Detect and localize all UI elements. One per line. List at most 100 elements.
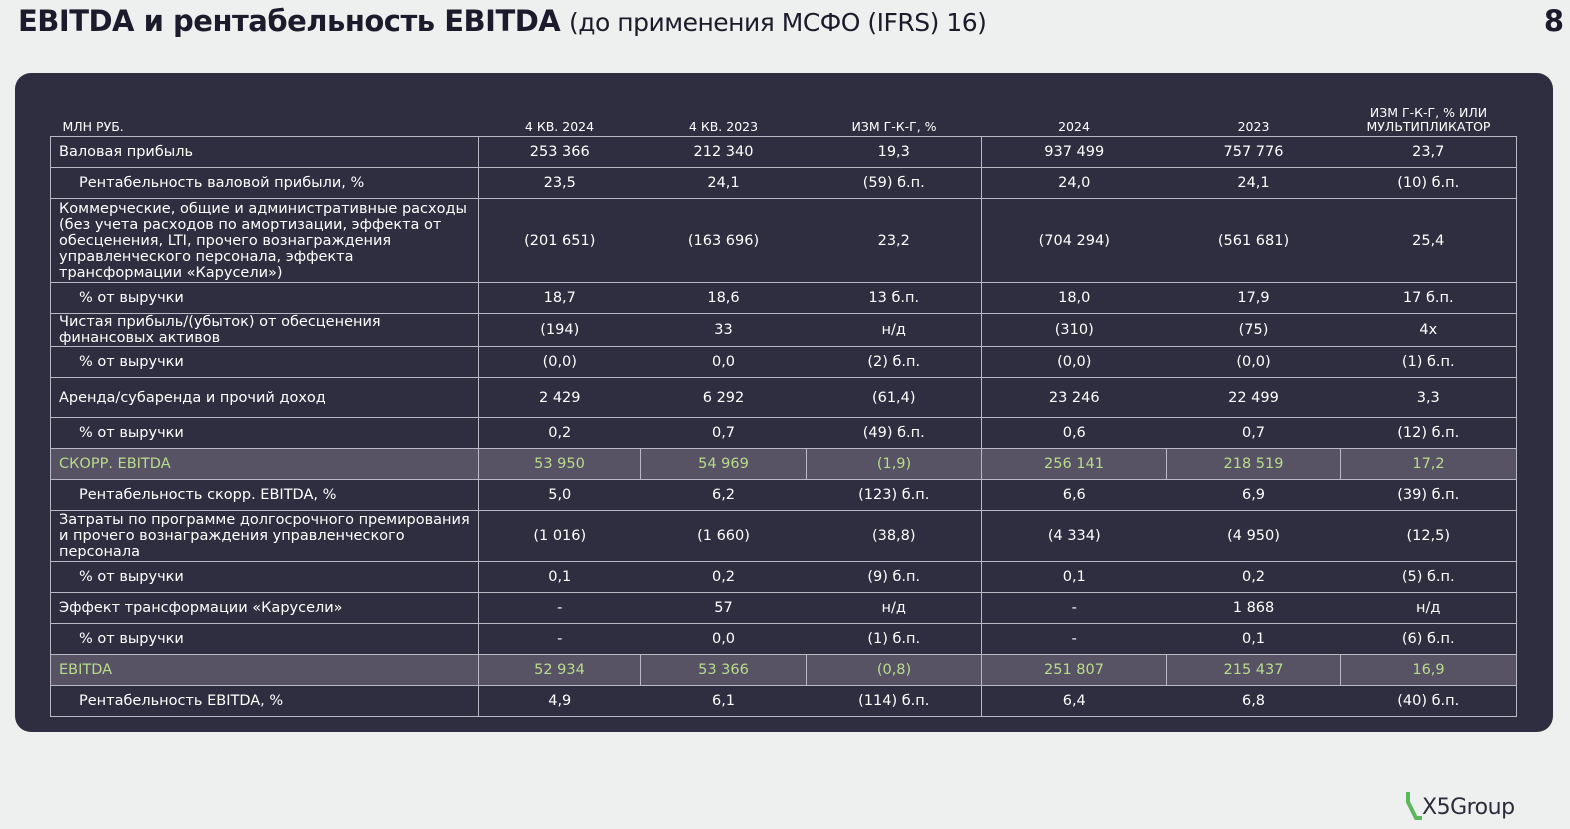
table-row: СКОРР. EBITDA 53 950 54 969 (1,9) 256 141 218… (50, 448, 1517, 480)
cell: (75) (1166, 313, 1341, 347)
cell: (39) б.п. (1340, 479, 1517, 511)
column-header: 2023 (1237, 119, 1270, 134)
cell: 0,6 (981, 417, 1167, 449)
cell: 17,2 (1340, 448, 1517, 480)
page-number: 8 (1543, 4, 1564, 38)
column-header: 2024 (1058, 119, 1090, 134)
cell: н/д (806, 592, 982, 624)
cell: 0,7 (640, 417, 807, 449)
table-row: % от выручки 0,2 0,7 (49) б.п. 0,6 0,7 (12) б.… (50, 417, 1517, 449)
cell: 23 246 (981, 377, 1167, 418)
cell: 18,7 (478, 282, 641, 314)
cell: (310) (981, 313, 1167, 347)
cell: 6,2 (640, 479, 807, 511)
cell: 0,2 (640, 561, 807, 593)
row-label: Коммерческие, общие и административные р… (50, 198, 479, 283)
cell: 23,5 (478, 167, 641, 199)
table-body: Валовая прибыль 253 366 212 340 19,3 937 499… (50, 136, 1517, 717)
row-label: Аренда/субаренда и прочий доход (50, 377, 479, 418)
cell: 0,2 (1166, 561, 1341, 593)
cell: (1) б.п. (1340, 346, 1517, 378)
cell: (1 016) (478, 510, 641, 562)
logo: X5Group (1422, 795, 1515, 820)
cell: - (981, 623, 1167, 655)
subtitle: (до применения МСФО (IFRS) 16) (568, 8, 987, 37)
cell: 0,0 (640, 623, 807, 655)
row-label: EBITDA (50, 654, 479, 686)
cell: 24,1 (640, 167, 807, 199)
cell: (1 660) (640, 510, 807, 562)
column-header: 4 КВ. 2024 (524, 119, 595, 134)
table: МЛН РУБ. 4 КВ. 2024 4 КВ. 2023 ИЗМ Г-К-Г, %… (50, 100, 1517, 717)
table-row: Коммерческие, общие и административные р… (50, 198, 1517, 283)
cell: 6,9 (1166, 479, 1341, 511)
column-header: 4 КВ. 2023 (688, 119, 759, 134)
cell: (163 696) (640, 198, 807, 283)
cell: - (478, 623, 641, 655)
table-head: МЛН РУБ. 4 КВ. 2024 4 КВ. 2023 ИЗМ Г-К-Г, %… (51, 100, 1517, 137)
cell: (6) б.п. (1340, 623, 1517, 655)
row-label: Затраты по программе долгосрочного преми… (50, 510, 479, 562)
cell: н/д (1340, 592, 1517, 624)
cell: 17 б.п. (1340, 282, 1517, 314)
logo-shape (1406, 792, 1422, 820)
cell: 0,7 (1166, 417, 1341, 449)
cell: 53 366 (640, 654, 807, 686)
cell: (5) б.п. (1340, 561, 1517, 593)
cell: 6,8 (1166, 685, 1341, 717)
table-row: Затраты по программе долгосрочного преми… (50, 510, 1517, 562)
cell: 13 б.п. (806, 282, 982, 314)
cell: (61,4) (806, 377, 982, 418)
cell: (0,0) (1166, 346, 1341, 378)
row-label: Валовая прибыль (50, 136, 479, 168)
cell: 33 (640, 313, 807, 347)
cell: 4x (1340, 313, 1517, 347)
cell: 212 340 (640, 136, 807, 168)
cell: 52 934 (478, 654, 641, 686)
cell: - (981, 592, 1167, 624)
cell: (9) б.п. (806, 561, 982, 593)
title-block: EBITDA и рентабельность EBITDA (до приме… (18, 4, 987, 38)
cell: 6,6 (981, 479, 1167, 511)
row-label: % от выручки (50, 346, 479, 378)
cell: 0,2 (478, 417, 641, 449)
row-label: % от выручки (50, 561, 479, 593)
row-label: % от выручки (50, 282, 479, 314)
row-label: % от выручки (50, 417, 479, 449)
cell: 53 950 (478, 448, 641, 480)
cell: (59) б.п. (806, 167, 982, 199)
cell: (49) б.п. (806, 417, 982, 449)
cell: 6,4 (981, 685, 1167, 717)
cell: 23,2 (806, 198, 982, 283)
cell: 3,3 (1340, 377, 1517, 418)
cell: 6,1 (640, 685, 807, 717)
cell: (201 651) (478, 198, 641, 283)
table-row: Чистая прибыль/(убыток) от обесценения ф… (50, 313, 1517, 347)
table-row: % от выручки -0,0 (1) б.п. -0,1 (6) б.п. (50, 623, 1517, 655)
cell: 5,0 (478, 479, 641, 511)
column-header: ИЗМ Г-К-Г, % ИЛИ МУЛЬТИПЛИКАТОР (1366, 105, 1491, 134)
table-row: % от выручки (0,0) 0,0 (2) б.п. (0,0) (0,0) (1… (50, 346, 1517, 378)
cell: (1,9) (806, 448, 982, 480)
row-label: СКОРР. EBITDA (50, 448, 479, 480)
column-header: МЛН РУБ. (62, 119, 124, 134)
cell: 6 292 (640, 377, 807, 418)
cell: 4,9 (478, 685, 641, 717)
cell: (194) (478, 313, 641, 347)
cell: 251 807 (981, 654, 1167, 686)
panel: МЛН РУБ. 4 КВ. 2024 4 КВ. 2023 ИЗМ Г-К-Г, %… (15, 73, 1553, 732)
header-row: МЛН РУБ. 4 КВ. 2024 4 КВ. 2023 ИЗМ Г-К-Г, %… (51, 100, 1517, 137)
cell: - (478, 592, 641, 624)
cell: (1) б.п. (806, 623, 982, 655)
row-label: Чистая прибыль/(убыток) от обесценения ф… (50, 313, 479, 347)
logo-mark (1406, 792, 1422, 820)
cell: 25,4 (1340, 198, 1517, 283)
cell: 218 519 (1166, 448, 1341, 480)
cell: (4 950) (1166, 510, 1341, 562)
cell: (0,0) (478, 346, 641, 378)
row-label: Рентабельность EBITDA, % (50, 685, 479, 717)
cell: 17,9 (1166, 282, 1341, 314)
row-label: Рентабельность скорр. EBITDA, % (50, 479, 479, 511)
cell: (10) б.п. (1340, 167, 1517, 199)
